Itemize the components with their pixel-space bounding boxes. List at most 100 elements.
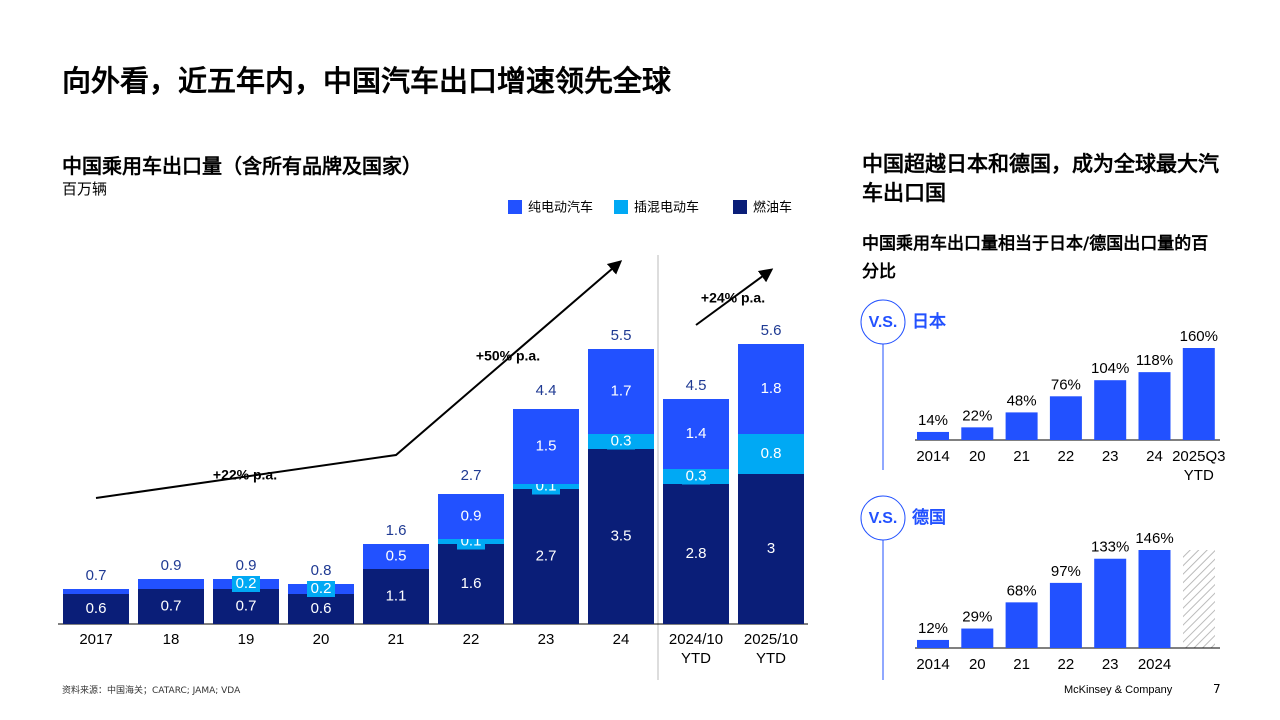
bar-segment <box>738 474 804 624</box>
legend-swatch <box>614 200 628 214</box>
total-label: 5.6 <box>761 322 782 339</box>
legend-label: 燃油车 <box>753 200 792 216</box>
value-label: 14% <box>918 412 948 429</box>
x-tick-label: 2025Q3 YTD <box>1172 448 1225 484</box>
bar-segment <box>63 589 129 594</box>
x-tick-label: 2017 <box>79 631 112 648</box>
bar-segment <box>663 399 729 469</box>
bar-segment <box>288 594 354 624</box>
value-label: 0.6 <box>311 600 332 617</box>
value-label: 3 <box>767 540 775 557</box>
bar-segment <box>63 594 129 624</box>
x-tick-label: 21 <box>1013 656 1030 673</box>
legend-swatch <box>508 200 522 214</box>
x-tick-label: 18 <box>163 631 180 648</box>
total-label: 4.4 <box>536 382 557 399</box>
legend-label: 插混电动车 <box>634 200 699 216</box>
total-label: 1.6 <box>386 522 407 539</box>
value-label: 12% <box>918 620 948 637</box>
x-tick-label: 23 <box>1102 448 1119 465</box>
chart-title: 日本 <box>912 311 946 332</box>
value-label: 1.7 <box>611 382 632 399</box>
bar <box>917 431 949 440</box>
value-label: 133% <box>1091 539 1129 556</box>
annotation: +24% p.a. <box>701 290 765 306</box>
legend-swatch <box>733 200 747 214</box>
value-label: 118% <box>1136 352 1173 369</box>
source: 资料来源：中国海关；CATARC; JAMA; VDA <box>62 686 241 696</box>
x-tick-label: 23 <box>1102 656 1119 673</box>
legend-label: 纯电动汽车 <box>528 200 593 216</box>
value-label: 2.8 <box>686 545 707 562</box>
bar <box>917 639 949 648</box>
bar-segment <box>213 589 279 624</box>
growth-arrow <box>95 260 623 499</box>
value-label: 0.2 <box>236 575 257 592</box>
label-box <box>607 433 635 450</box>
x-tick-label: 2025/10 YTD <box>744 631 798 667</box>
value-label: 0.9 <box>461 507 482 524</box>
vs-label: V.S. <box>869 510 898 527</box>
value-label: 29% <box>962 609 992 626</box>
bar-segment <box>588 349 654 434</box>
bar-segment <box>363 544 429 569</box>
page-number: 7 <box>1213 682 1221 696</box>
value-label: 22% <box>962 407 992 424</box>
annotation: +22% p.a. <box>213 467 277 483</box>
x-tick-label: 20 <box>969 448 986 465</box>
x-tick-label: 2014 <box>916 448 949 465</box>
bar-segment <box>738 434 804 474</box>
x-tick-label: 24 <box>613 631 630 648</box>
value-label: 1.8 <box>761 380 782 397</box>
bar-segment <box>363 569 429 624</box>
x-tick-label: 19 <box>238 631 255 648</box>
annotation: +50% p.a. <box>476 348 540 364</box>
value-label: 160% <box>1180 328 1218 345</box>
vs-badge <box>860 495 906 541</box>
value-label: 68% <box>1007 582 1037 599</box>
x-tick-label: 2024 <box>1138 656 1171 673</box>
value-label: 76% <box>1051 376 1081 393</box>
panel-subheading: 中国乘用车出口量相当于日本/德国出口量的百分比 <box>862 234 1209 282</box>
x-tick-label: 22 <box>463 631 480 648</box>
value-label: 0.7 <box>161 597 182 614</box>
bar-segment <box>438 494 504 539</box>
bar-segment <box>438 544 504 624</box>
value-label: 146% <box>1135 530 1173 547</box>
value-label: 0.3 <box>686 467 707 484</box>
value-label: 0.6 <box>86 600 107 617</box>
value-label: 97% <box>1051 563 1081 580</box>
vs-label: V.S. <box>869 314 898 331</box>
total-label: 4.5 <box>686 377 707 394</box>
bar <box>1005 602 1038 648</box>
bar-segment <box>513 489 579 624</box>
total-label: 0.9 <box>236 557 257 574</box>
total-label: 0.8 <box>311 562 332 579</box>
total-label: 2.7 <box>461 467 482 484</box>
x-tick-label: 23 <box>538 631 555 648</box>
bar <box>1138 372 1171 440</box>
value-label: 48% <box>1007 392 1037 409</box>
x-tick-label: 24 <box>1146 448 1163 465</box>
growth-arrow <box>695 268 774 326</box>
value-label: 2.7 <box>536 547 557 564</box>
total-label: 0.9 <box>161 557 182 574</box>
label-box <box>232 576 260 592</box>
value-label: 1.1 <box>386 587 407 604</box>
value-label: 0.3 <box>611 432 632 449</box>
value-label: 1.6 <box>461 575 482 592</box>
chart-title: 中国乘用车出口量（含所有品牌及国家） <box>62 154 422 178</box>
bar-segment <box>738 344 804 434</box>
value-label: 1.5 <box>536 437 557 454</box>
x-tick-label: 2024/10 YTD <box>669 631 723 667</box>
bar <box>1182 348 1215 440</box>
x-tick-label: 22 <box>1058 448 1075 465</box>
bar <box>1094 558 1127 648</box>
total-label: 0.7 <box>86 567 107 584</box>
value-label: 0.8 <box>761 445 782 462</box>
x-tick-label: 20 <box>969 656 986 673</box>
value-label: 0.2 <box>311 580 332 597</box>
value-label: 104% <box>1091 360 1129 377</box>
